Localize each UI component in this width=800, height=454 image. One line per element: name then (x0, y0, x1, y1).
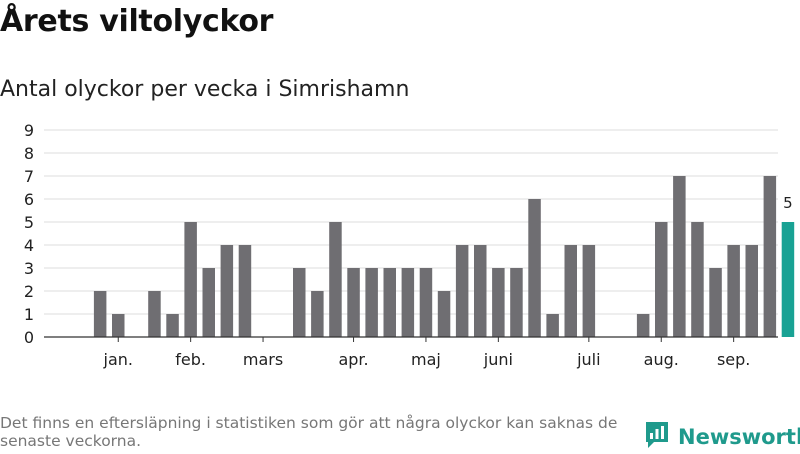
data-label: 5 (783, 194, 793, 212)
bar (202, 268, 215, 337)
y-tick-label: 2 (24, 282, 34, 301)
y-tick-label: 6 (24, 190, 34, 209)
bar (93, 291, 107, 337)
bar (691, 222, 704, 337)
x-tick-label: maj (411, 350, 441, 369)
bar (763, 176, 777, 337)
bar-chart: 0 1 2 3 4 5 6 7 8 9 5 jan. feb. mars apr. maj juni juli au… (24, 121, 795, 369)
bar (546, 314, 559, 337)
x-tick-label: juni (483, 350, 513, 369)
bar (238, 245, 252, 337)
bar (401, 268, 415, 337)
x-tick-label: juli (576, 350, 600, 369)
x-tick-label: apr. (338, 350, 368, 369)
bar (474, 245, 487, 337)
bar (383, 268, 396, 337)
bar (673, 176, 686, 337)
bar (709, 268, 722, 337)
y-tick-label: 8 (24, 144, 34, 163)
y-tick-label: 3 (24, 259, 34, 278)
y-tick-label: 1 (24, 305, 34, 324)
bar (745, 245, 758, 337)
brand-name: Newsworthy (678, 425, 800, 449)
bar (564, 245, 577, 337)
bar (528, 199, 541, 337)
bar (727, 245, 740, 337)
bar (419, 268, 433, 337)
y-tick-label: 0 (24, 328, 34, 347)
y-tick-label: 7 (24, 167, 34, 186)
x-tick-label: jan. (103, 350, 133, 369)
bar-highlight (781, 222, 795, 337)
bar (492, 268, 505, 337)
bar (437, 291, 451, 337)
x-tick-label: sep. (717, 350, 750, 369)
bar (148, 291, 161, 337)
chart-title: Årets viltolyckor (0, 4, 274, 39)
bar (582, 245, 596, 337)
bar (510, 268, 523, 337)
bar (311, 291, 324, 337)
bar (166, 314, 179, 337)
brand-logo[interactable]: Newsworthy (644, 420, 800, 454)
x-tick-label: aug. (644, 350, 679, 369)
bar (347, 268, 360, 337)
bar (293, 268, 306, 337)
y-tick-label: 9 (24, 121, 34, 140)
bar (365, 268, 378, 337)
y-tick-label: 4 (24, 236, 34, 255)
chart-subtitle: Antal olyckor per vecka i Simrishamn (0, 77, 410, 102)
bar (220, 245, 234, 337)
bar (329, 222, 342, 337)
x-tick-label: mars (243, 350, 283, 369)
footnote: Det finns en eftersläpning i statistiken… (0, 414, 618, 450)
y-tick-label: 5 (24, 213, 34, 232)
x-tick-label: feb. (175, 350, 206, 369)
bar (184, 222, 197, 337)
bar (636, 314, 650, 337)
newsworthy-logo-icon (644, 420, 670, 454)
bar (455, 245, 469, 337)
bar (112, 314, 125, 337)
bar (655, 222, 668, 337)
